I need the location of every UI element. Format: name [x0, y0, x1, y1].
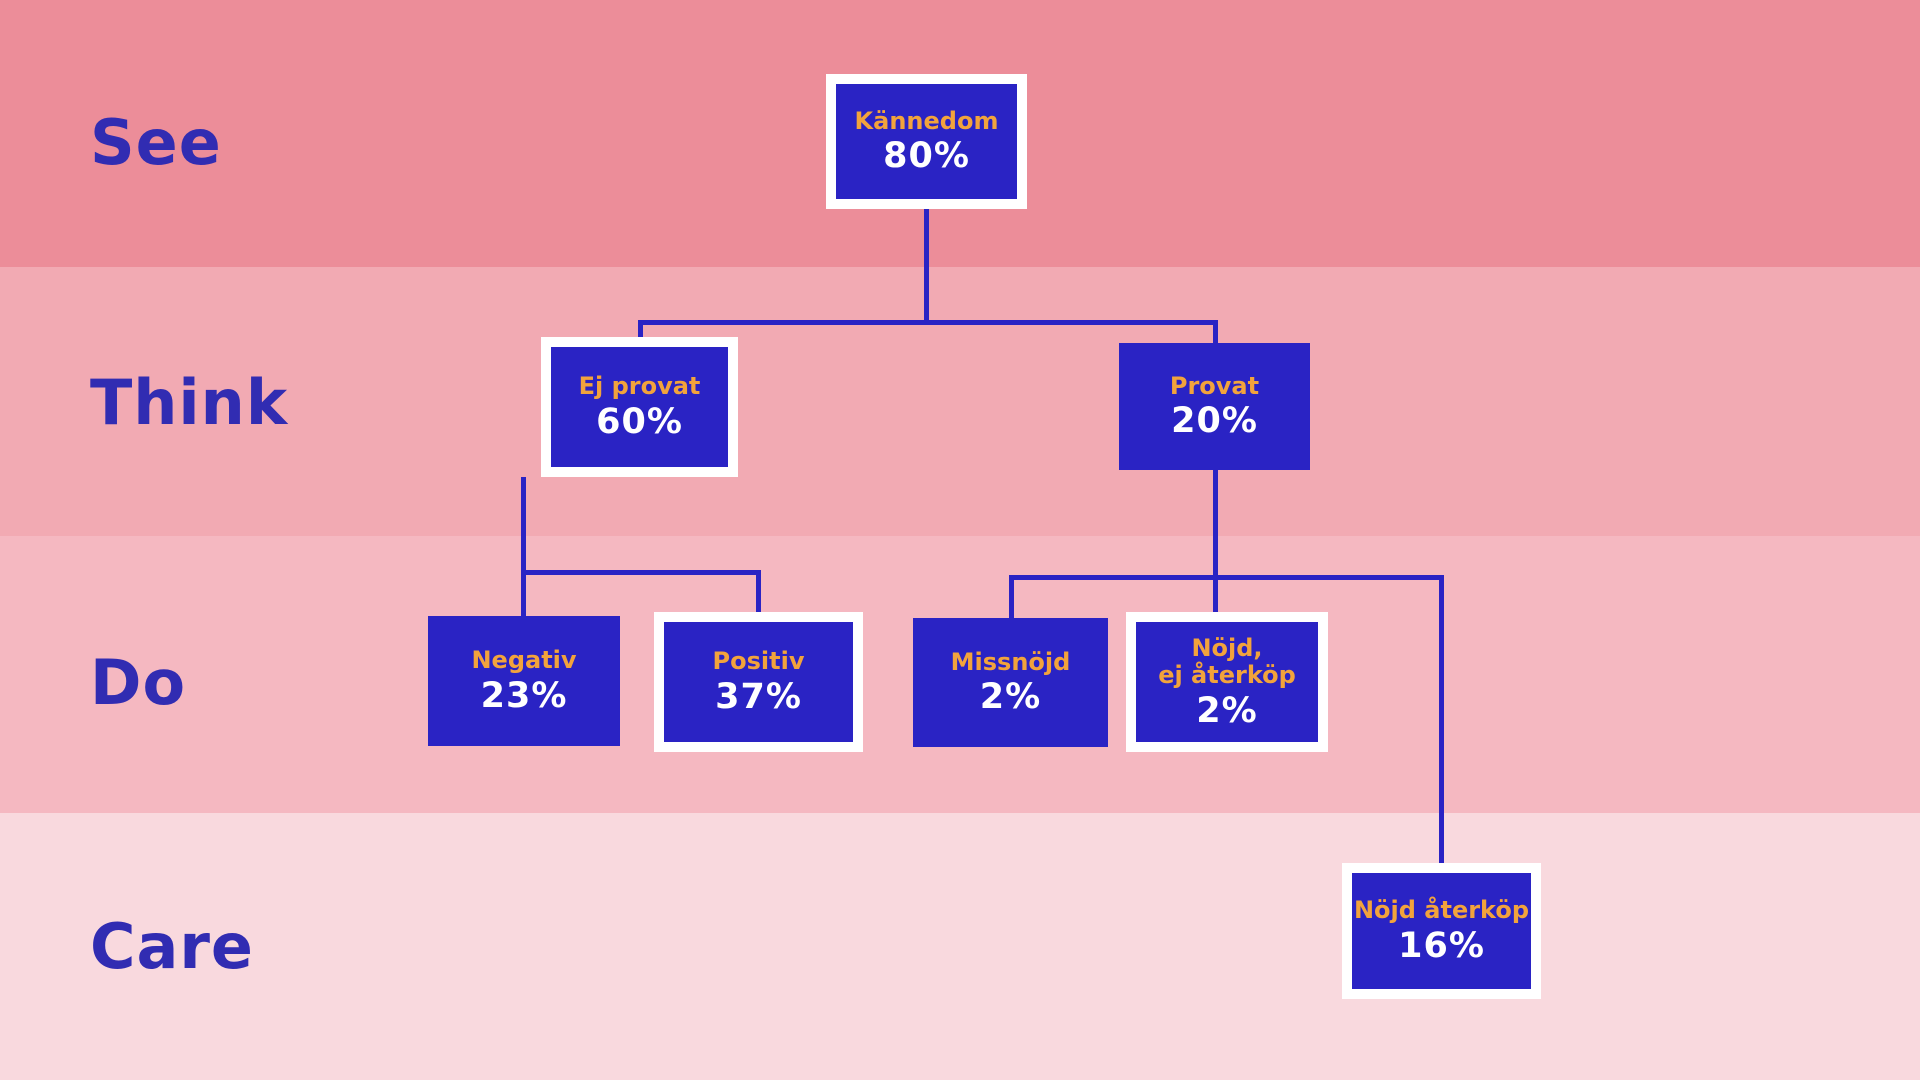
connector-level1-horizontal [638, 320, 1218, 325]
band-label-think: Think [90, 366, 289, 439]
node-nojd-ej-aterkop: Nöjd, ej återköp 2% [1126, 612, 1328, 752]
band-care [0, 813, 1920, 1080]
node-positiv: Positiv 37% [654, 612, 863, 752]
band-think [0, 267, 1920, 536]
node-missnojd-label: Missnöjd [950, 647, 1071, 676]
node-negativ-value: 23% [480, 675, 568, 716]
band-label-care: Care [90, 910, 254, 983]
node-negativ: Negativ 23% [428, 616, 620, 746]
connector-to-nojd-ej-aterkop [1213, 575, 1218, 613]
connector-level2b-horizontal [1009, 575, 1444, 580]
connector-to-negativ [521, 570, 526, 617]
node-provat-label: Provat [1169, 371, 1260, 400]
node-negativ-label: Negativ [471, 646, 577, 675]
node-nojd-ej-aterkop-label: Nöjd, ej återköp [1158, 633, 1296, 690]
connector-ejprovat-stem [521, 477, 526, 575]
node-nojd-aterkop-label: Nöjd återköp [1353, 896, 1530, 925]
node-provat: Provat 20% [1119, 343, 1310, 470]
connector-to-ej-provat [638, 320, 643, 338]
node-provat-value: 20% [1171, 401, 1258, 442]
node-ej-provat-value: 60% [596, 401, 683, 442]
connector-to-provat [1213, 320, 1218, 344]
node-positiv-value: 37% [715, 676, 802, 717]
connector-provat-stem [1213, 470, 1218, 580]
node-missnojd-value: 2% [979, 677, 1042, 718]
node-nojd-aterkop-value: 16% [1398, 925, 1485, 966]
node-positiv-label: Positiv [712, 647, 805, 676]
connector-to-nojd-aterkop [1439, 575, 1444, 864]
connector-kannedom-stem [924, 209, 929, 322]
node-kannedom-label: Kännedom [854, 106, 999, 135]
node-missnojd: Missnöjd 2% [913, 618, 1108, 747]
band-label-do: Do [90, 646, 187, 719]
node-nojd-aterkop: Nöjd återköp 16% [1342, 863, 1541, 999]
node-ej-provat-label: Ej provat [578, 372, 701, 401]
node-nojd-ej-aterkop-value: 2% [1196, 690, 1258, 731]
node-kannedom: Kännedom 80% [826, 74, 1027, 209]
connector-to-missnojd [1009, 575, 1014, 619]
band-label-see: See [90, 106, 222, 179]
connector-level2a-horizontal [521, 570, 761, 575]
node-kannedom-value: 80% [883, 136, 970, 177]
connector-to-positiv [756, 570, 761, 613]
node-ej-provat: Ej provat 60% [541, 337, 738, 477]
